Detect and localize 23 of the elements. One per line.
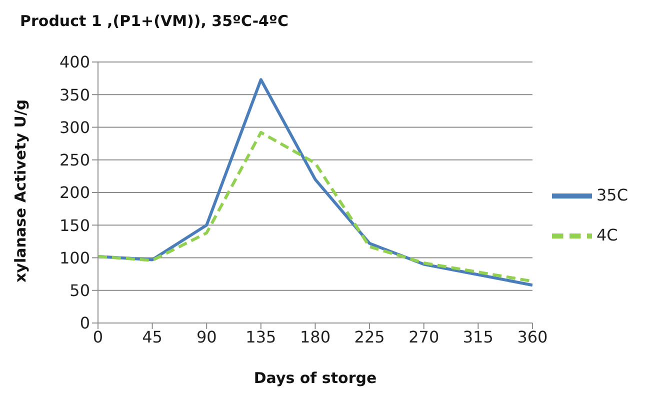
x-tick-label: 135: [246, 327, 276, 346]
x-tick-label: 90: [196, 327, 217, 346]
y-axis-title: xylanase Activety U/g: [11, 99, 30, 282]
x-tick-label: 0: [92, 327, 104, 346]
x-tick-label: 270: [408, 327, 440, 346]
y-tick-label: 350: [59, 85, 90, 104]
chart-title: Product 1 ,(P1+(VM)), 35ºC-4ºC: [20, 12, 288, 30]
x-tick-label: 360: [517, 327, 548, 346]
y-tick-label: 50: [70, 281, 90, 300]
x-tick-label: 180: [300, 327, 331, 346]
legend-label: 4C: [596, 224, 618, 244]
x-tick-label: 225: [354, 327, 385, 346]
y-tick-label: 250: [59, 150, 90, 170]
x-tick-label: 315: [462, 327, 494, 346]
y-tick-label: 200: [59, 183, 90, 202]
y-tick-label: 0: [80, 314, 90, 333]
legend-label: 35C: [596, 184, 628, 204]
x-tick-label: 45: [142, 327, 162, 346]
x-axis-title: Days of storge: [254, 369, 377, 387]
y-tick-label: 400: [59, 52, 90, 72]
y-tick-label: 100: [59, 248, 90, 268]
y-tick-label: 150: [59, 216, 90, 235]
y-tick-label: 300: [59, 118, 90, 137]
